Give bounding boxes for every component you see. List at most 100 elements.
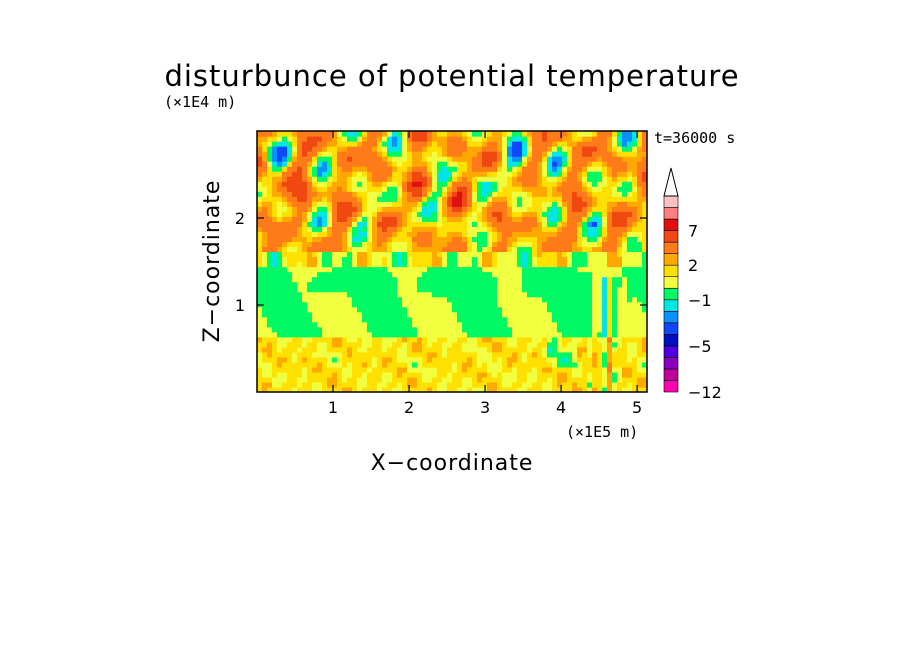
- heatmap-cell: [552, 156, 558, 162]
- heatmap-cell: [277, 371, 283, 378]
- heatmap-cell: [307, 221, 313, 227]
- heatmap-cell: [572, 176, 578, 182]
- heatmap-cell: [567, 276, 573, 283]
- heatmap-cell: [612, 136, 618, 142]
- heatmap-cell: [342, 296, 348, 303]
- heatmap-cell: [632, 286, 638, 293]
- heatmap-cell: [357, 156, 363, 162]
- heatmap-cell: [547, 286, 553, 293]
- heatmap-cell: [312, 181, 318, 187]
- heatmap-cell: [637, 356, 643, 363]
- heatmap-cell: [407, 361, 413, 368]
- heatmap-cell: [637, 211, 643, 217]
- heatmap-cell: [317, 326, 323, 333]
- heatmap-cell: [642, 136, 647, 142]
- heatmap-cell: [527, 176, 533, 182]
- heatmap-cell: [542, 381, 548, 388]
- heatmap-cell: [322, 326, 328, 333]
- heatmap-cell: [342, 306, 348, 313]
- heatmap-cell: [597, 216, 603, 222]
- heatmap-cell: [557, 331, 563, 338]
- heatmap-cell: [497, 266, 503, 273]
- heatmap-cell: [277, 311, 283, 318]
- heatmap-cell: [487, 386, 493, 392]
- heatmap-cell: [557, 241, 563, 248]
- heatmap-cell: [507, 221, 513, 227]
- heatmap-cell: [577, 151, 583, 157]
- heatmap-cell: [407, 266, 413, 273]
- heatmap-cell: [392, 241, 398, 248]
- heatmap-cell: [527, 341, 533, 348]
- heatmap-cell: [312, 301, 318, 308]
- heatmap-cell: [642, 216, 647, 222]
- heatmap-cell: [557, 146, 563, 152]
- heatmap-cell: [607, 321, 613, 328]
- heatmap-cell: [267, 271, 273, 278]
- heatmap-cell: [317, 176, 323, 182]
- heatmap-cell: [602, 236, 608, 243]
- heatmap-cell: [477, 151, 483, 157]
- heatmap-cell: [472, 181, 478, 187]
- heatmap-cell: [482, 346, 488, 353]
- heatmap-cell: [482, 296, 488, 303]
- heatmap-cell: [332, 136, 338, 142]
- heatmap-cell: [377, 276, 383, 283]
- heatmap-cell: [532, 161, 538, 167]
- heatmap-cell: [522, 266, 528, 273]
- heatmap-cell: [487, 216, 493, 222]
- heatmap-cell: [567, 156, 573, 162]
- heatmap-cell: [522, 316, 528, 323]
- heatmap-cell: [382, 146, 388, 152]
- heatmap-cell: [442, 216, 448, 222]
- heatmap-cell: [327, 346, 333, 353]
- heatmap-cell: [372, 361, 378, 368]
- heatmap-cell: [472, 276, 478, 283]
- heatmap-cell: [527, 291, 533, 298]
- heatmap-cell: [407, 286, 413, 293]
- heatmap-cell: [292, 341, 298, 348]
- heatmap-cell: [392, 171, 398, 177]
- heatmap-cell: [522, 271, 528, 278]
- heatmap-cell: [612, 206, 618, 212]
- heatmap-cell: [357, 271, 363, 278]
- heatmap-cell: [582, 191, 588, 197]
- heatmap-cell: [387, 256, 393, 263]
- heatmap-cell: [587, 146, 593, 152]
- heatmap-cell: [532, 146, 538, 152]
- heatmap-cell: [332, 331, 338, 338]
- heatmap-cell: [412, 251, 418, 258]
- heatmap-cell: [587, 221, 593, 227]
- heatmap-cell: [607, 351, 613, 358]
- heatmap-cell: [412, 361, 418, 368]
- colorbar-swatch: [663, 276, 679, 289]
- heatmap-cell: [342, 371, 348, 378]
- heatmap-cell: [282, 141, 288, 147]
- heatmap-cell: [587, 261, 593, 268]
- heatmap-cell: [277, 266, 283, 273]
- heatmap-cell: [362, 361, 368, 368]
- heatmap-cell: [557, 356, 563, 363]
- heatmap-cell: [407, 211, 413, 217]
- heatmap-cell: [507, 346, 513, 353]
- heatmap-cell: [592, 161, 598, 167]
- heatmap-cell: [452, 216, 458, 222]
- heatmap-cell: [477, 386, 483, 392]
- heatmap-cell: [587, 291, 593, 298]
- heatmap-cell: [257, 326, 263, 333]
- heatmap-cell: [602, 321, 608, 328]
- heatmap-cell: [507, 216, 513, 222]
- heatmap-cell: [342, 321, 348, 328]
- heatmap-cell: [612, 381, 618, 388]
- heatmap-cell: [632, 211, 638, 217]
- heatmap-cell: [512, 186, 518, 192]
- heatmap-cell: [627, 246, 633, 253]
- heatmap-cell: [637, 201, 643, 207]
- heatmap-cell: [522, 221, 528, 227]
- heatmap-cell: [312, 271, 318, 278]
- heatmap-cell: [592, 131, 598, 137]
- heatmap-cell: [337, 231, 343, 237]
- heatmap-cell: [392, 351, 398, 358]
- heatmap-cell: [417, 136, 423, 142]
- heatmap-cell: [277, 296, 283, 303]
- heatmap-cell: [507, 291, 513, 298]
